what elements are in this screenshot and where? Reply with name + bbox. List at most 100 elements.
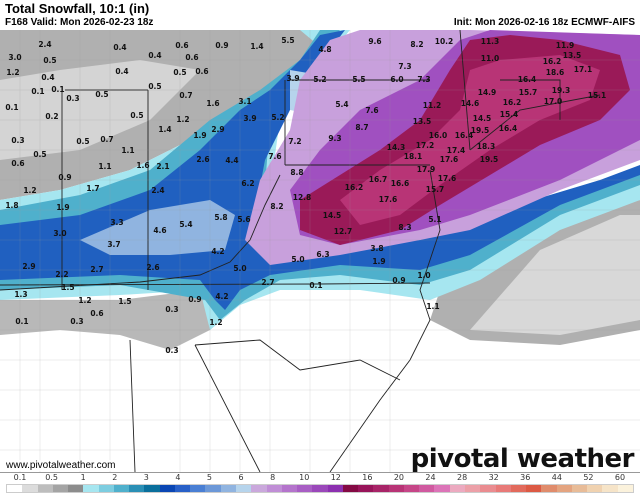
border-nc-sc	[194, 339, 401, 381]
snowfall-value-label: 4.2	[211, 247, 224, 256]
snowfall-value-label: 16.4	[455, 131, 474, 140]
colorbar-tick-label: 5	[206, 473, 213, 482]
snowfall-value-label: 8.7	[355, 123, 368, 132]
snowfall-value-label: 5.2	[271, 113, 284, 122]
snowfall-value-label: 17.6	[438, 174, 457, 183]
colorbar-tick-label: 28	[457, 473, 468, 482]
snowfall-value-label: 2.7	[261, 278, 274, 287]
snowfall-value-label: 19.5	[480, 155, 499, 164]
snowfall-value-label: 0.6	[11, 159, 24, 168]
colorbar-swatch	[617, 485, 633, 492]
shade-gray-ocean-light	[470, 215, 640, 335]
snowfall-value-label: 16.4	[499, 124, 518, 133]
snowfall-value-label: 0.1	[15, 317, 28, 326]
snowfall-value-label: 0.3	[70, 317, 83, 326]
snowfall-value-label: 3.0	[53, 229, 66, 238]
snowfall-value-label: 7.6	[268, 152, 281, 161]
snowfall-value-label: 0.9	[58, 173, 71, 182]
colorbar-tick-label: 20	[393, 473, 405, 482]
colorbar-tick-label: 32	[488, 473, 499, 482]
snowfall-value-label: 0.9	[392, 276, 405, 285]
snowfall-value-label: 1.9	[56, 203, 69, 212]
snowfall-value-label: 0.9	[215, 41, 228, 50]
snowfall-value-label: 1.8	[5, 201, 18, 210]
snowfall-value-label: 5.5	[281, 36, 294, 45]
snowfall-value-label: 1.0	[417, 271, 430, 280]
snowfall-value-label: 11.3	[481, 37, 500, 46]
snowfall-value-label: 8.8	[290, 168, 303, 177]
snowfall-value-label: 19.3	[552, 86, 571, 95]
colorbar-tick-label: 44	[551, 473, 562, 482]
snowfall-value-label: 2.1	[156, 162, 169, 171]
colorbar-tick-label: 52	[583, 473, 594, 482]
snowfall-value-label: 14.5	[323, 211, 342, 220]
snowfall-value-label: 4.8	[318, 45, 331, 54]
snowfall-value-label: 17.4	[447, 146, 466, 155]
snowfall-value-label: 1.3	[14, 290, 27, 299]
snowfall-value-label: 2.4	[38, 40, 51, 49]
colorbar-swatch	[419, 485, 435, 492]
colorbar-swatch	[235, 485, 252, 492]
snowfall-value-label: 18.6	[546, 68, 565, 77]
border-coast	[329, 94, 601, 472]
snowfall-value-label: 1.5	[61, 283, 74, 292]
snowfall-value-label: 1.1	[98, 162, 111, 171]
colorbar-swatch	[281, 485, 298, 492]
snowfall-value-label: 11.9	[556, 41, 575, 50]
snowfall-value-label: 6.2	[241, 179, 254, 188]
shade-light-blue	[80, 200, 235, 255]
snowfall-value-label: 5.6	[237, 215, 250, 224]
colorbar-swatch	[342, 485, 359, 492]
valid-time: F168 Valid: Mon 2026-02-23 18z	[5, 17, 154, 28]
snowfall-value-label: 0.1	[51, 85, 64, 94]
colorbar-swatch	[602, 485, 618, 492]
snowfall-value-label: 0.5	[76, 137, 89, 146]
snowfall-value-label: 0.2	[45, 112, 58, 121]
snowfall-value-label: 0.1	[5, 103, 18, 112]
snowfall-value-label: 0.3	[66, 94, 79, 103]
colorbar-swatch	[159, 485, 175, 492]
snowfall-value-label: 16.4	[518, 75, 537, 84]
colorbar-tick-label: 0.5	[45, 473, 58, 482]
colorbar-swatch	[251, 485, 267, 492]
snowfall-value-label: 0.4	[115, 67, 128, 76]
snowfall-value-label: 0.4	[41, 73, 54, 82]
snowfall-value-label: 4.2	[215, 292, 228, 301]
colorbar-tick-label: 12	[330, 473, 341, 482]
snowfall-value-label: 12.8	[293, 193, 312, 202]
snowfall-value-label: 11.0	[481, 54, 500, 63]
snowfall-value-label: 14.5	[473, 114, 492, 123]
snowfall-value-label: 1.4	[158, 125, 171, 134]
snowfall-value-label: 16.7	[369, 175, 388, 184]
colorbar-swatch	[434, 485, 450, 492]
snowfall-value-label: 13.5	[563, 51, 582, 60]
init-time: Init: Mon 2026-02-16 18z ECMWF-AIFS	[453, 17, 635, 28]
website-url[interactable]: www.pivotalweather.com	[6, 460, 116, 471]
colorbar-swatch	[403, 485, 420, 492]
colorbar-swatch	[449, 485, 465, 492]
snowfall-value-label: 1.9	[193, 131, 206, 140]
snowfall-value-label: 1.2	[6, 68, 19, 77]
snowfall-value-label: 0.5	[148, 82, 161, 91]
snowfall-value-label: 17.1	[574, 65, 593, 74]
colorbar-swatch	[174, 485, 191, 492]
colorbar-swatch	[190, 485, 206, 492]
snowfall-value-label: 17.6	[440, 155, 459, 164]
snowfall-value-label: 7.6	[365, 106, 378, 115]
snowfall-value-label: 3.7	[107, 240, 120, 249]
snowfall-value-label: 1.2	[176, 115, 189, 124]
colorbar-swatch	[358, 485, 374, 492]
snowfall-value-label: 2.7	[90, 265, 103, 274]
snowfall-value-label: 3.0	[8, 53, 21, 62]
snowfall-value-label: 12.7	[334, 227, 353, 236]
snowfall-value-label: 0.1	[309, 281, 322, 290]
colorbar-swatch	[464, 485, 481, 492]
colorbar-swatch	[266, 485, 282, 492]
colorbar-tick-label: 60	[614, 473, 626, 482]
colorbar-tick-label: 16	[362, 473, 373, 482]
colorbar-tick-label: 4	[175, 473, 181, 482]
snowfall-value-label: 2.9	[211, 125, 224, 134]
snowfall-map: 2.4 3.0 0.4 0.6 0.9 1.4 5.5 0.5 0.4 0.6 1.2 0.4 0.4 0…	[0, 30, 640, 472]
snowfall-value-label: 1.7	[86, 184, 99, 193]
snowfall-value-label: 4.6	[153, 226, 166, 235]
